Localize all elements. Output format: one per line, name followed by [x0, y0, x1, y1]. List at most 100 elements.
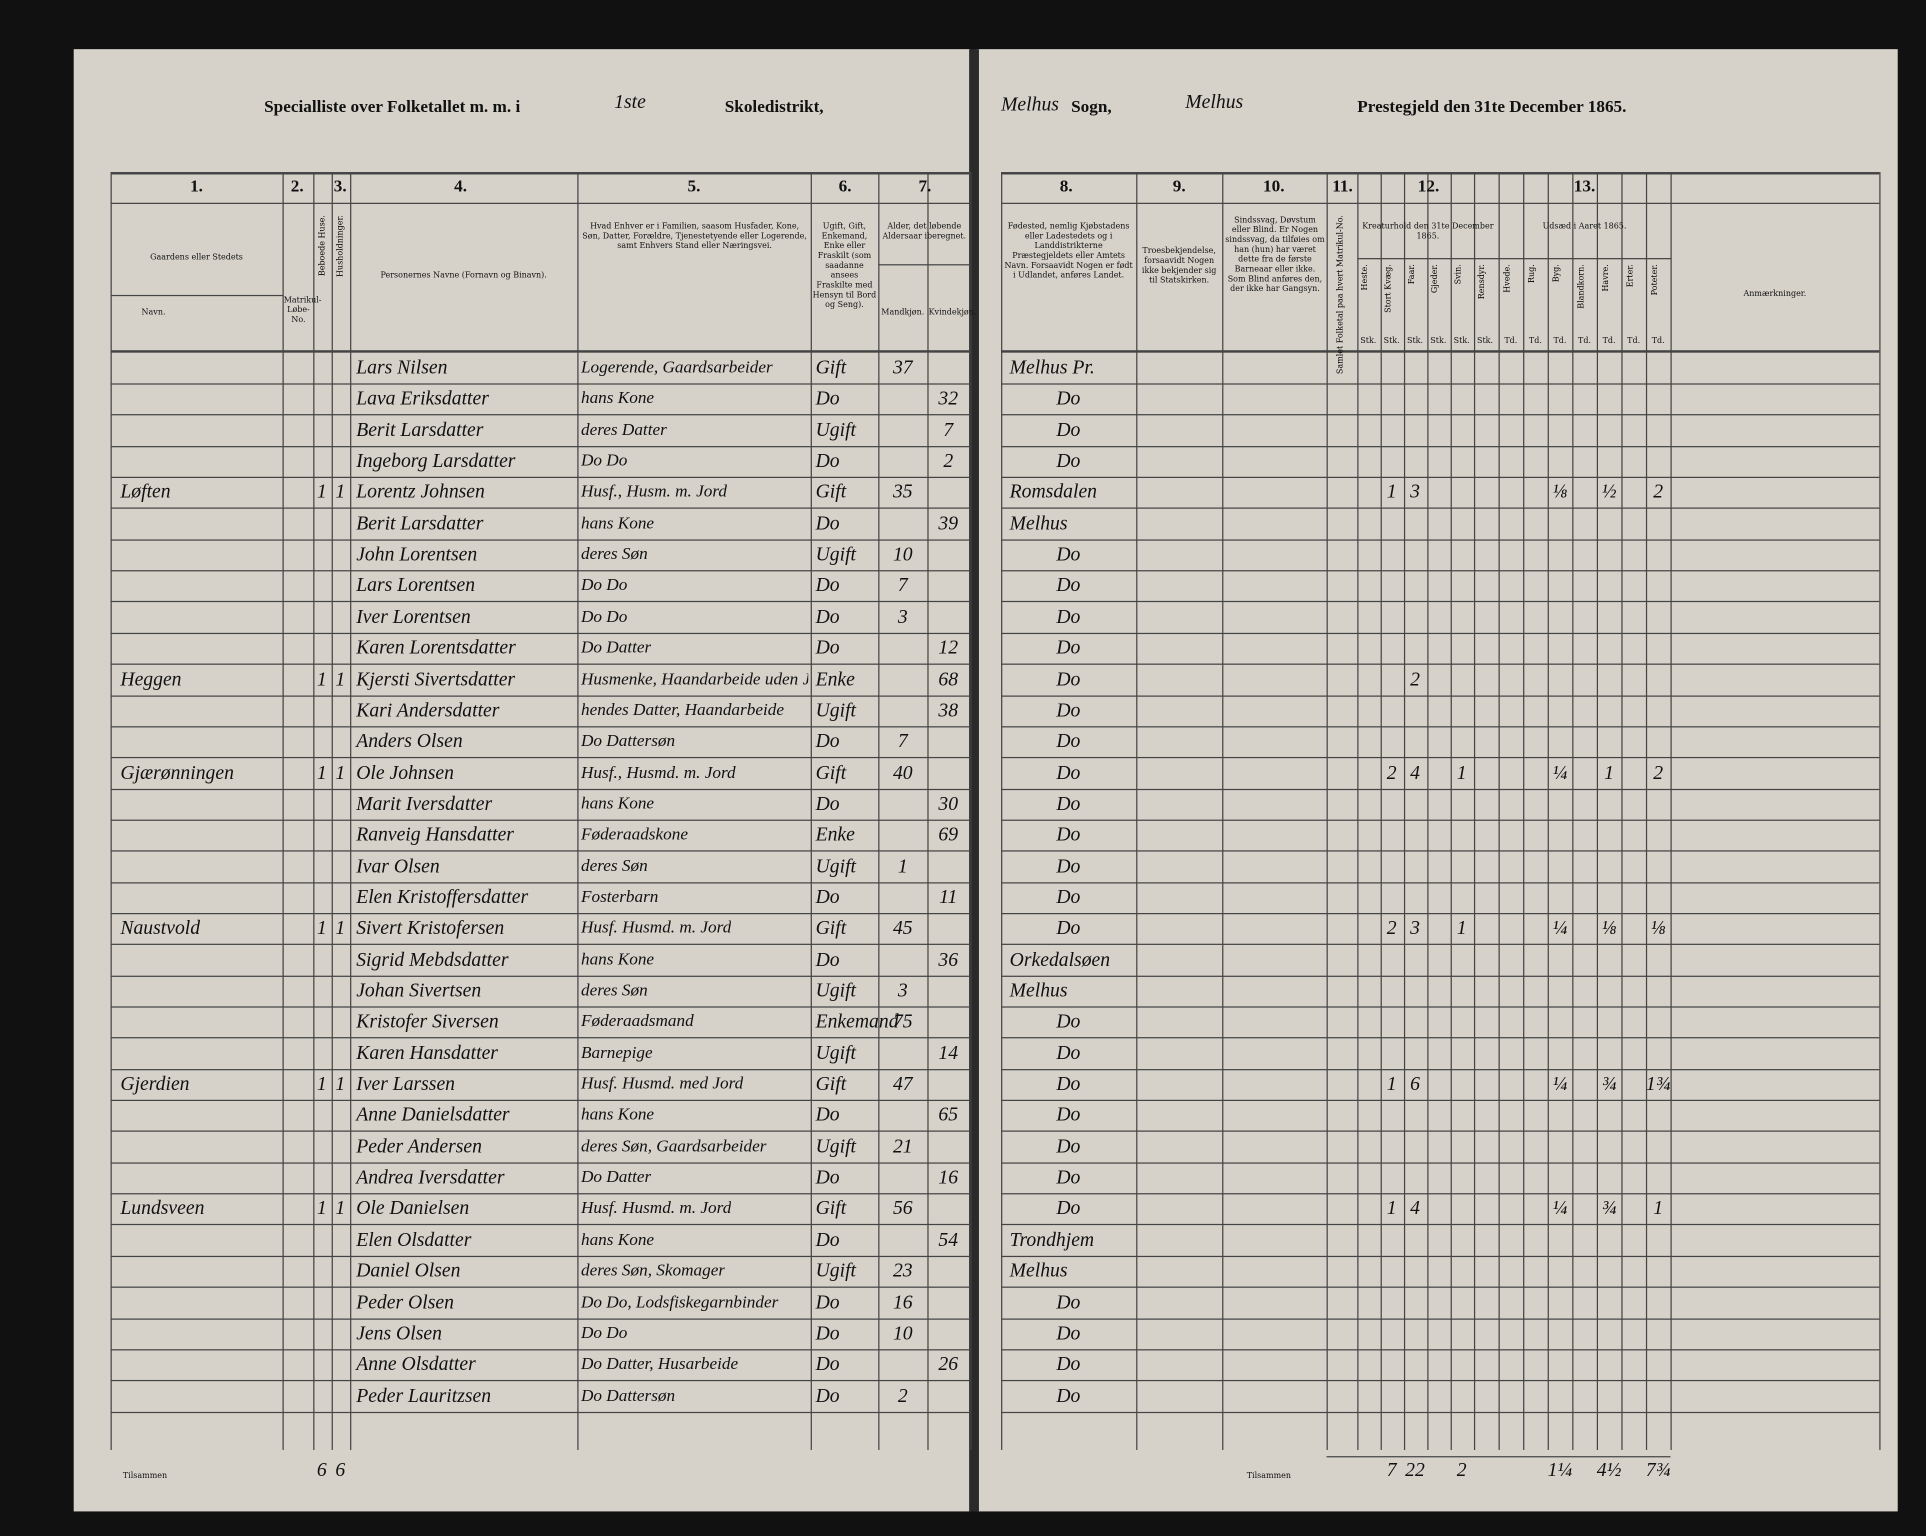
seed: ¼ [1552, 762, 1568, 784]
person-name: Elen Kristoffersdatter [356, 887, 529, 909]
age-male: 40 [892, 762, 913, 784]
seed: ¼ [1552, 1198, 1568, 1220]
person-name: Lorentz Johnsen [356, 482, 485, 504]
birthplace: Do [1056, 1011, 1081, 1033]
age-male: 7 [897, 731, 908, 753]
birthplace: Do [1056, 1354, 1081, 1376]
column-header: Sindssvag, Døvstum eller Blind. Er Nogen… [1225, 215, 1325, 294]
civil-status: Do [815, 513, 840, 535]
total-houses: 6 [316, 1459, 327, 1481]
rule [1621, 172, 1623, 1450]
civil-status: Ugift [815, 419, 856, 441]
column-header: Rug. [1526, 264, 1537, 284]
livestock: 1 [1386, 482, 1397, 504]
rule [1523, 172, 1525, 1450]
rule [1001, 172, 1003, 1450]
rule [1001, 539, 1880, 541]
column-header: Udsæd i Aaret 1865. [1542, 221, 1627, 232]
seed: 2 [1653, 762, 1664, 784]
birthplace: Do [1056, 1136, 1081, 1158]
person-name: Elen Olsdatter [356, 1229, 472, 1251]
column-header: Kreaturhold den 31te December 1865. [1362, 221, 1494, 241]
position: hans Kone [580, 1231, 655, 1250]
total-households: 6 [335, 1459, 346, 1481]
civil-status: Do [815, 1229, 840, 1251]
rule [1001, 570, 1880, 572]
civil-status: Enke [815, 669, 855, 690]
civil-status: Ugift [815, 1136, 856, 1158]
age-male: 75 [892, 1011, 913, 1033]
rule [1001, 1193, 1880, 1195]
birthplace: Do [1056, 388, 1081, 410]
person-name: Ingeborg Larsdatter [356, 451, 516, 472]
rule [1001, 445, 1880, 447]
unit: Stk. [1430, 335, 1447, 346]
rule [282, 172, 284, 1450]
position: hans Kone [580, 514, 655, 533]
column-header: Blandkorn. [1575, 264, 1586, 309]
rule [1001, 507, 1880, 510]
position: Do Dattersøn [580, 732, 676, 752]
birthplace: Melhus [1009, 980, 1068, 1002]
age-female: 38 [938, 700, 959, 722]
rule [1001, 1068, 1880, 1070]
birthplace: Do [1056, 669, 1081, 690]
rule [1547, 172, 1549, 1450]
birthplace: Do [1056, 419, 1081, 441]
column-header: Hvede. [1502, 264, 1513, 293]
age-male: 7 [897, 575, 908, 597]
civil-status: Do [815, 1167, 840, 1189]
person-name: Iver Larssen [356, 1074, 456, 1095]
rule [110, 975, 971, 977]
column-header: Heste. [1359, 264, 1370, 291]
rule [110, 202, 971, 204]
rule [1001, 1099, 1880, 1102]
civil-status: Do [815, 731, 840, 753]
rule [1001, 757, 1880, 759]
unit: Stk. [1383, 335, 1400, 346]
civil-status: Ugift [815, 1260, 856, 1282]
civil-status: Do [815, 1385, 840, 1407]
households: 1 [335, 762, 346, 784]
column-header: Matrikul-Løbe-No. [283, 294, 322, 325]
person-name: Peder Andersen [356, 1136, 482, 1158]
rule [1001, 1380, 1880, 1382]
rule [110, 445, 971, 447]
houses: 1 [316, 669, 327, 690]
total-seed: 1¼ [1547, 1459, 1573, 1481]
column-header: Alder, det løbende Aldersaar iberegnet. [882, 221, 967, 241]
houses: 1 [316, 762, 327, 784]
birthplace: Do [1056, 793, 1081, 815]
title: Specialliste over Folketallet m. m. i [264, 98, 521, 117]
rule [1001, 414, 1880, 416]
houses: 1 [316, 482, 327, 504]
column-header: Mandkjøn. [881, 307, 925, 318]
seed: ¼ [1552, 1074, 1568, 1095]
farm-name: Gjærønningen [120, 762, 234, 784]
households: 1 [335, 669, 346, 690]
age-female: 32 [938, 388, 959, 410]
column-header: Ugift, Gift, Enkemand, Enke eller Fraski… [812, 221, 877, 310]
column-header: Anmærkninger. [1743, 288, 1807, 299]
rule [810, 172, 812, 1450]
civil-status: Gift [815, 1074, 847, 1095]
position: Fosterbarn [580, 888, 659, 907]
column-header: Beboede Huse. [316, 215, 327, 277]
column-header: Hvad Enhver er i Familien, saasom Husfad… [582, 221, 807, 251]
person-name: Peder Olsen [356, 1292, 454, 1313]
rule [110, 819, 971, 821]
age-male: 56 [892, 1198, 913, 1220]
rule [1001, 1006, 1880, 1008]
totals-label: Tilsammen [122, 1470, 168, 1481]
rule [1001, 632, 1880, 634]
rule [1001, 202, 1880, 204]
district-label: Skoledistrikt, [724, 98, 824, 117]
column-header: Poteter. [1649, 264, 1660, 296]
civil-status: Do [815, 1105, 840, 1127]
seed: ⅛ [1552, 482, 1568, 504]
birthplace: Do [1056, 1292, 1081, 1313]
civil-status: Gift [815, 357, 847, 379]
age-male: 3 [897, 980, 908, 1002]
seed: ¾ [1601, 1198, 1617, 1220]
